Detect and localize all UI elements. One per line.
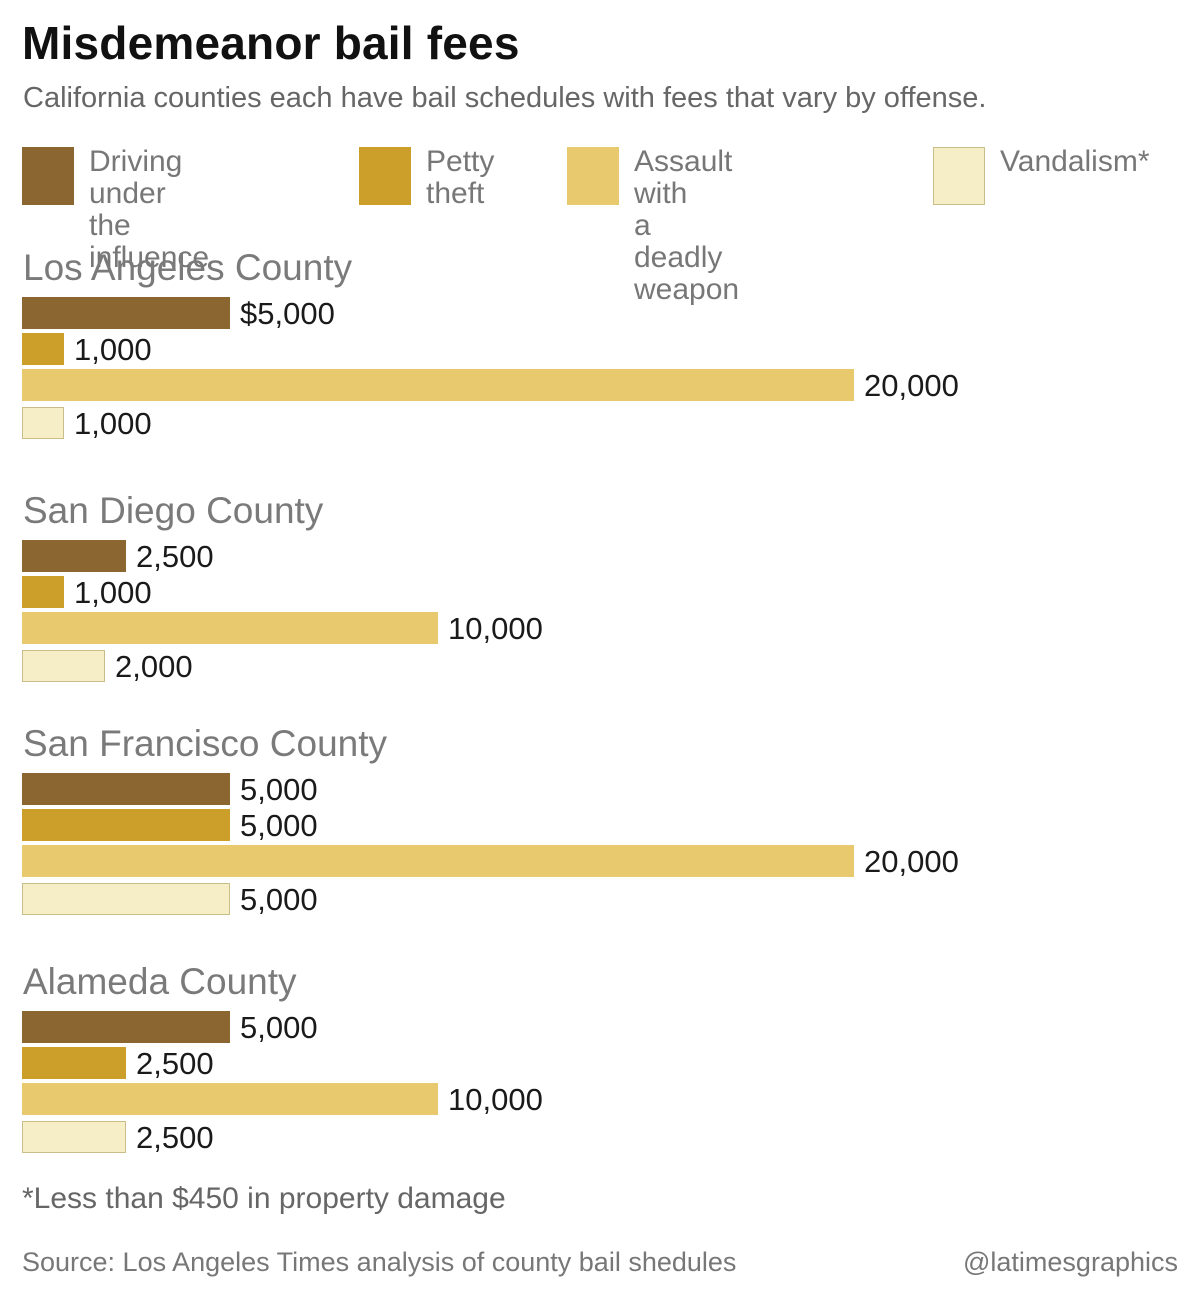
county-name: Los Angeles County <box>23 247 353 288</box>
credit: @latimesgraphics <box>963 1247 1178 1277</box>
county-name: Alameda County <box>23 961 297 1002</box>
county-group-1: San Diego County 2,500 1,000 10,000 2,000 <box>22 490 1172 690</box>
bar-value-label: 2,500 <box>136 1120 214 1155</box>
legend-swatch-dui <box>22 147 74 205</box>
bar-value-label: 20,000 <box>864 368 959 403</box>
county-name: San Francisco County <box>23 723 388 764</box>
county-group-2: San Francisco County 5,000 5,000 20,000 5,00… <box>22 723 1172 923</box>
bar-value-label: 10,000 <box>448 611 543 646</box>
legend-swatch-assault <box>567 147 619 205</box>
bar-dui <box>22 540 126 572</box>
bar-value-label: $5,000 <box>240 296 335 331</box>
bar-vandalism <box>22 1121 126 1153</box>
county-group-3: Alameda County 5,000 2,500 10,000 2,500 <box>22 961 1172 1161</box>
source-note: Source: Los Angeles Times analysis of co… <box>22 1247 737 1277</box>
chart-subtitle: California counties each have bail sched… <box>23 82 987 114</box>
bar-value-label: 5,000 <box>240 1010 318 1045</box>
bar-assault <box>22 612 438 644</box>
bar-vandalism <box>22 407 64 439</box>
legend-label-dui: Driving under the influence <box>89 145 210 274</box>
bar-petty-theft <box>22 1047 126 1079</box>
legend-swatch-petty-theft <box>359 147 411 205</box>
bar-dui <box>22 773 230 805</box>
bar-value-label: 1,000 <box>74 406 152 441</box>
bar-assault <box>22 1083 438 1115</box>
bar-petty-theft <box>22 333 64 365</box>
bar-petty-theft <box>22 576 64 608</box>
bar-value-label: 5,000 <box>240 808 318 843</box>
bar-value-label: 2,500 <box>136 539 214 574</box>
bar-value-label: 2,500 <box>136 1046 214 1081</box>
bar-value-label: 5,000 <box>240 882 318 917</box>
legend-label-petty-theft: Petty theft <box>426 145 495 210</box>
bar-vandalism <box>22 650 105 682</box>
bar-assault <box>22 369 854 401</box>
bar-vandalism <box>22 883 230 915</box>
bar-value-label: 20,000 <box>864 844 959 879</box>
bar-value-label: 10,000 <box>448 1082 543 1117</box>
bar-dui <box>22 297 230 329</box>
footnote: *Less than $450 in property damage <box>22 1182 506 1215</box>
bar-value-label: 1,000 <box>74 575 152 610</box>
legend-label-assault: Assault with a deadly weapon <box>634 145 740 306</box>
county-name: San Diego County <box>23 490 324 531</box>
legend-label-vandalism: Vandalism* <box>1000 145 1150 178</box>
bar-value-label: 2,000 <box>115 649 193 684</box>
bar-petty-theft <box>22 809 230 841</box>
bar-assault <box>22 845 854 877</box>
legend-swatch-vandalism <box>933 147 985 205</box>
chart-title: Misdemeanor bail fees <box>22 17 520 69</box>
bar-value-label: 1,000 <box>74 332 152 367</box>
bar-dui <box>22 1011 230 1043</box>
bar-value-label: 5,000 <box>240 772 318 807</box>
county-group-0: Los Angeles County $5,000 1,000 20,000 1,000 <box>22 247 1172 447</box>
